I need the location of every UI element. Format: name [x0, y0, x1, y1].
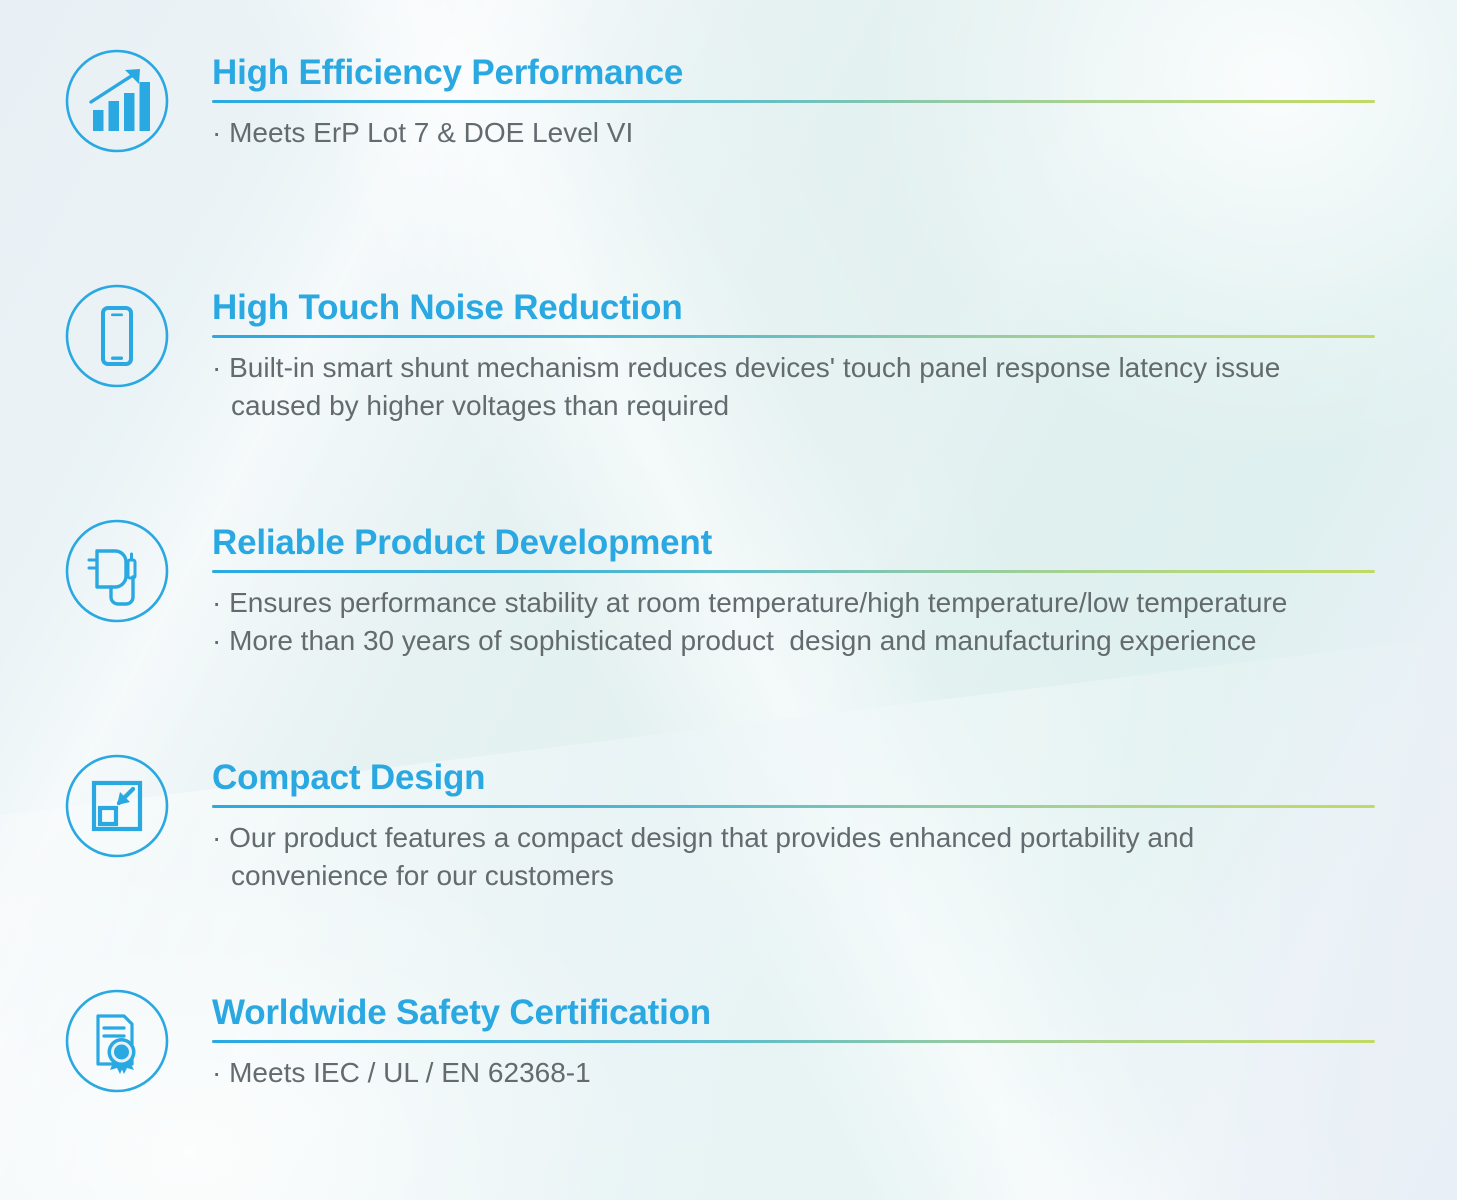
- bullet-line-continuation: convenience for our customers: [231, 860, 614, 891]
- bullet-line: · Built-in smart shunt mechanism reduces…: [212, 349, 1372, 387]
- feature-title: Compact Design: [212, 758, 486, 797]
- feature-divider: [212, 570, 1375, 573]
- bullet-text: Meets IEC / UL / EN 62368-1: [229, 1057, 591, 1088]
- feature-item-high-efficiency-performance: High Efficiency Performance · Meets ErP …: [0, 48, 1457, 154]
- bar-chart-growth-icon: [65, 49, 169, 153]
- bullet-text: Meets ErP Lot 7 & DOE Level VI: [229, 117, 634, 148]
- bullet-marker: ·: [212, 352, 222, 383]
- bullet-text: Our product features a compact design th…: [229, 822, 1195, 853]
- feature-divider: [212, 100, 1375, 103]
- feature-bullets: · Meets IEC / UL / EN 62368-1: [212, 1054, 1372, 1092]
- feature-bullets: · Ensures performance stability at room …: [212, 584, 1372, 660]
- feature-icon-wrapper: [54, 283, 180, 389]
- certificate-award-icon: [65, 989, 169, 1093]
- feature-title: High Efficiency Performance: [212, 53, 684, 92]
- bullet-marker: ·: [212, 587, 222, 618]
- bullet-line: · Our product features a compact design …: [212, 819, 1372, 857]
- feature-content: Worldwide Safety Certification · Meets I…: [212, 988, 1375, 1092]
- power-adapter-icon: [65, 519, 169, 623]
- bullet-marker: ·: [212, 822, 222, 853]
- smartphone-icon: [65, 284, 169, 388]
- feature-item-worldwide-safety-certification: Worldwide Safety Certification · Meets I…: [0, 988, 1457, 1094]
- feature-content: High Touch Noise Reduction · Built-in sm…: [212, 283, 1375, 425]
- bullet-marker: ·: [212, 625, 222, 656]
- feature-bullets: · Our product features a compact design …: [212, 819, 1372, 895]
- feature-divider: [212, 805, 1375, 808]
- feature-divider: [212, 335, 1375, 338]
- feature-divider: [212, 1040, 1375, 1043]
- feature-title: High Touch Noise Reduction: [212, 288, 683, 327]
- feature-item-compact-design: Compact Design · Our product features a …: [0, 753, 1457, 895]
- feature-icon-wrapper: [54, 48, 180, 154]
- feature-content: Compact Design · Our product features a …: [212, 753, 1375, 895]
- feature-icon-wrapper: [54, 753, 180, 859]
- feature-content: Reliable Product Development · Ensures p…: [212, 518, 1375, 660]
- feature-bullets: · Meets ErP Lot 7 & DOE Level VI: [212, 114, 1372, 152]
- bullet-text: Built-in smart shunt mechanism reduces d…: [229, 352, 1281, 383]
- feature-bullets: · Built-in smart shunt mechanism reduces…: [212, 349, 1372, 425]
- bullet-line: · Ensures performance stability at room …: [212, 584, 1372, 622]
- bullet-marker: ·: [212, 117, 222, 148]
- bullet-line: · Meets IEC / UL / EN 62368-1: [212, 1054, 1372, 1092]
- bullet-line: · Meets ErP Lot 7 & DOE Level VI: [212, 114, 1372, 152]
- feature-title: Reliable Product Development: [212, 523, 713, 562]
- feature-content: High Efficiency Performance · Meets ErP …: [212, 48, 1375, 152]
- bullet-line: · More than 30 years of sophisticated pr…: [212, 622, 1372, 660]
- bullet-marker: ·: [212, 1057, 222, 1088]
- bullet-text: Ensures performance stability at room te…: [229, 587, 1288, 618]
- feature-icon-wrapper: [54, 988, 180, 1094]
- bullet-line-continuation: caused by higher voltages than required: [231, 390, 730, 421]
- compact-resize-icon: [65, 754, 169, 858]
- feature-item-high-touch-noise-reduction: High Touch Noise Reduction · Built-in sm…: [0, 283, 1457, 425]
- bullet-text: More than 30 years of sophisticated prod…: [229, 625, 1257, 656]
- feature-item-reliable-product-development: Reliable Product Development · Ensures p…: [0, 518, 1457, 660]
- feature-icon-wrapper: [54, 518, 180, 624]
- feature-title: Worldwide Safety Certification: [212, 993, 711, 1032]
